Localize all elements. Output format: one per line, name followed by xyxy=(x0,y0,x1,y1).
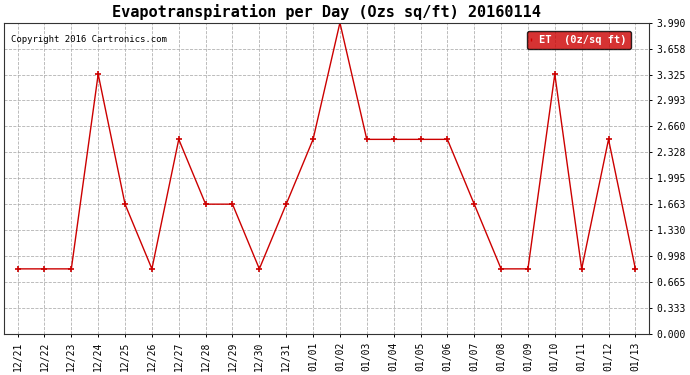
Text: Copyright 2016 Cartronics.com: Copyright 2016 Cartronics.com xyxy=(10,35,166,44)
Legend: ET  (0z/sq ft): ET (0z/sq ft) xyxy=(526,31,631,50)
Title: Evapotranspiration per Day (Ozs sq/ft) 20160114: Evapotranspiration per Day (Ozs sq/ft) 2… xyxy=(112,4,541,20)
